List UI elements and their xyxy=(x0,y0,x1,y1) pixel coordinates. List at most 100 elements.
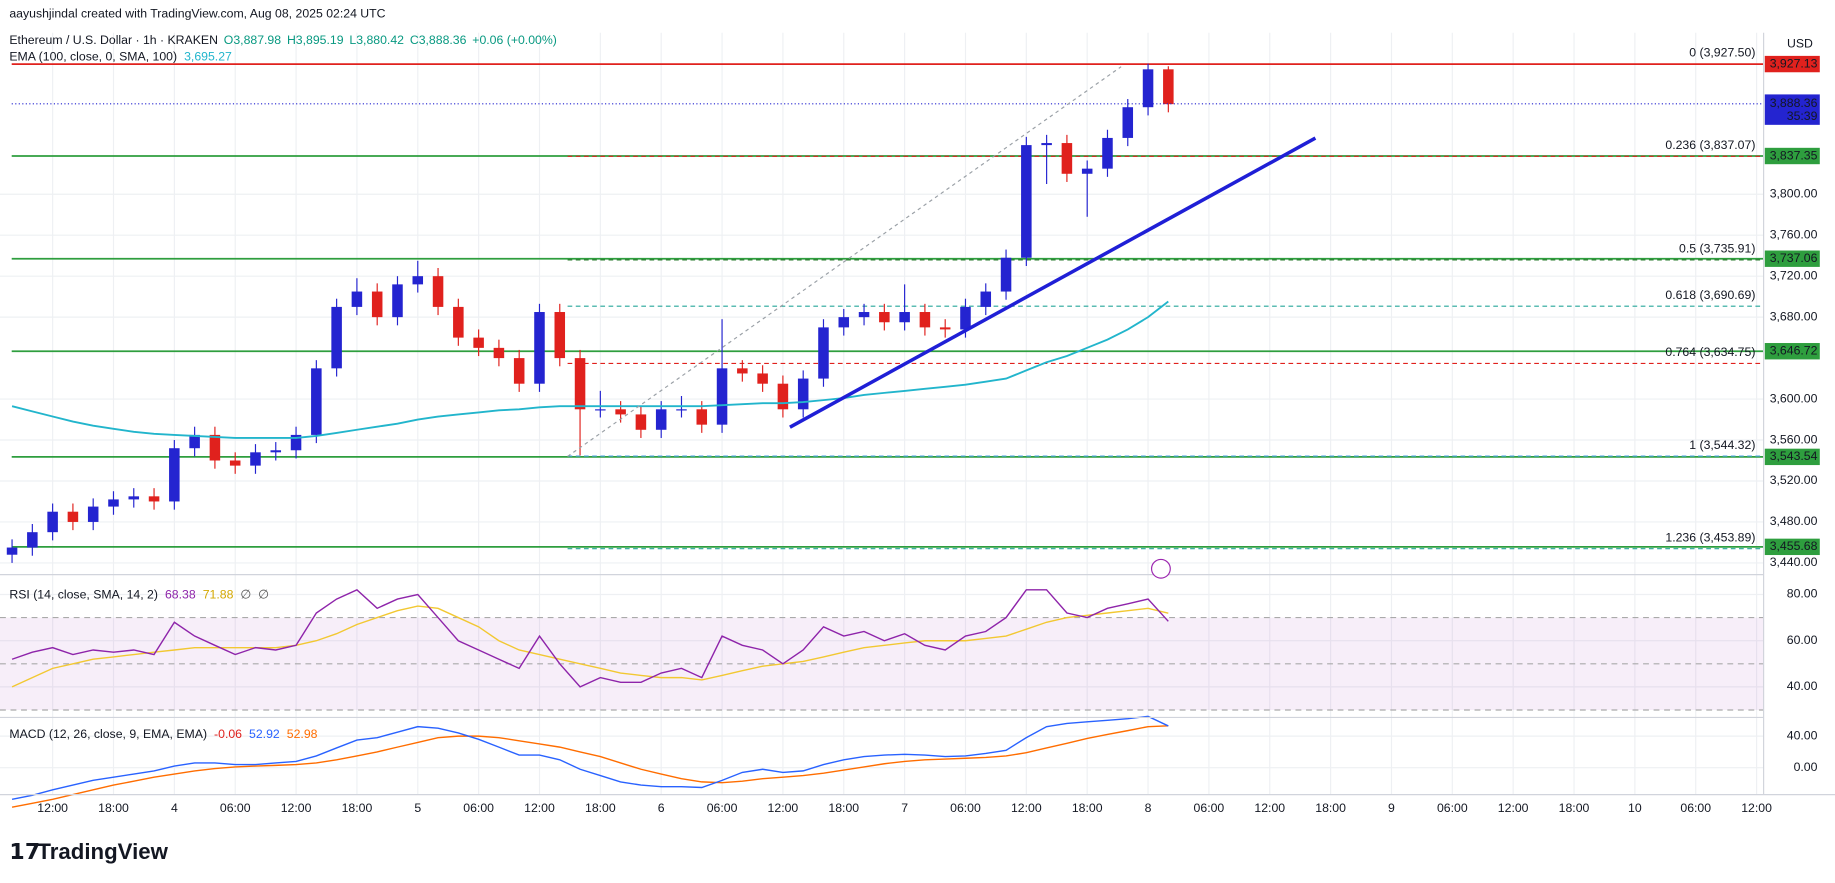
candle-body xyxy=(311,368,322,435)
candle-body xyxy=(27,532,38,548)
candle-body xyxy=(1000,257,1012,292)
rsi-value: 71.88 xyxy=(203,588,234,602)
candle-body xyxy=(716,368,728,425)
countdown: 35:39 xyxy=(1787,109,1818,123)
candle-body xyxy=(189,434,200,449)
candle-body xyxy=(960,306,971,330)
candle-body xyxy=(655,409,667,430)
level-label: 3,927.13 xyxy=(1770,56,1818,70)
candle-body xyxy=(574,358,586,410)
level-label-bg xyxy=(1764,147,1820,165)
candle-body xyxy=(169,448,180,502)
level-label: 3,837.35 xyxy=(1770,148,1818,162)
fib-label: 1 (3,544.32) xyxy=(1689,438,1755,452)
level-label-bg xyxy=(1764,343,1820,360)
rsi-label: RSI (14, close, SMA, 14, 2) xyxy=(9,588,158,602)
candle-body xyxy=(290,434,302,451)
y-tick-label: 3,520.00 xyxy=(1770,473,1818,487)
candle-body xyxy=(1102,137,1113,169)
x-tick-label: 12:00 xyxy=(768,801,799,815)
candle-body xyxy=(1122,107,1134,138)
rsi-value: 68.38 xyxy=(165,588,196,602)
candle-body xyxy=(392,284,403,318)
level-label-bg xyxy=(1764,250,1820,267)
candle-body xyxy=(797,378,809,410)
ohlc-value: H3,895.19 xyxy=(287,33,344,47)
candle-body xyxy=(615,409,626,415)
macd-line xyxy=(11,715,1169,801)
x-tick-label: 12:00 xyxy=(281,801,312,815)
x-tick-label: 5 xyxy=(414,801,421,815)
fib-label: 0.236 (3,837.07) xyxy=(1665,138,1755,152)
candle-body xyxy=(1081,168,1093,174)
fib-label: 0.764 (3,634.75) xyxy=(1665,345,1755,359)
macd-value: -0.06 xyxy=(214,727,242,741)
candle-body xyxy=(108,499,119,507)
last-price-bg xyxy=(1764,94,1820,125)
x-tick-label: 9 xyxy=(1388,801,1395,815)
fib-label: 1.236 (3,453.89) xyxy=(1665,530,1755,544)
level-label: 3,737.06 xyxy=(1770,251,1818,265)
x-tick-label: 06:00 xyxy=(1680,801,1711,815)
change: +0.06 (+0.00%) xyxy=(472,33,557,47)
x-tick-label: 18:00 xyxy=(1072,801,1103,815)
ema-line xyxy=(11,300,1169,439)
candle-body xyxy=(534,312,545,384)
candle-body xyxy=(777,383,789,410)
x-tick-label: 06:00 xyxy=(220,801,251,815)
credit: aayushjindal created with TradingView.co… xyxy=(9,6,385,20)
currency: USD xyxy=(1787,37,1813,51)
y-tick-label: 3,440.00 xyxy=(1770,555,1818,569)
ema-label: EMA (100, close, 0, SMA, 100) xyxy=(9,50,177,64)
x-tick-label: 06:00 xyxy=(1194,801,1225,815)
y-tick-label: 3,560.00 xyxy=(1770,432,1818,446)
x-tick-label: 18:00 xyxy=(1315,801,1346,815)
candle-body xyxy=(250,452,261,466)
candle-body xyxy=(270,450,282,453)
x-tick-label: 18:00 xyxy=(1559,801,1590,815)
macd-signal-line xyxy=(11,725,1169,808)
candle-body xyxy=(432,276,444,307)
x-tick-label: 10 xyxy=(1628,801,1642,815)
candle-body xyxy=(858,312,870,318)
trend-line xyxy=(789,136,1317,429)
x-tick-label: 06:00 xyxy=(950,801,981,815)
candle-body xyxy=(473,337,484,348)
rsi-line xyxy=(11,589,1169,688)
y-tick-label: 3,480.00 xyxy=(1770,514,1818,528)
ohlc-value: C3,888.36 xyxy=(410,33,467,47)
candle-body xyxy=(554,312,566,359)
macd-value: 52.92 xyxy=(249,727,280,741)
candle-body xyxy=(513,358,525,384)
legend-ema: EMA (100, close, 0, SMA, 100) 3,695.27 xyxy=(9,50,232,64)
x-tick-label: 06:00 xyxy=(1437,801,1468,815)
level-label-bg xyxy=(1764,538,1820,556)
x-tick-label: 12:00 xyxy=(1254,801,1285,815)
candle-body xyxy=(229,460,241,466)
brand-logo: 𝟭𝟳 xyxy=(9,839,40,864)
x-tick-label: 7 xyxy=(901,801,908,815)
candle-body xyxy=(676,409,687,411)
y-tick-label: 3,760.00 xyxy=(1770,227,1818,241)
rsi-value: ∅ xyxy=(240,588,251,602)
y-tick-label: 80.00 xyxy=(1787,587,1818,601)
level-label: 3,646.72 xyxy=(1770,343,1818,357)
candle-body xyxy=(1041,143,1052,146)
candle-body xyxy=(128,496,140,500)
macd-value: 52.98 xyxy=(287,727,318,741)
candle-body xyxy=(351,291,363,307)
candle-body xyxy=(371,291,383,318)
x-tick-label: 6 xyxy=(658,801,665,815)
candle-body xyxy=(148,496,160,502)
legend-rsi: RSI (14, close, SMA, 14, 2) 68.38 71.88 ∅ ∅ xyxy=(9,588,268,602)
candle-body xyxy=(87,506,99,522)
x-tick-label: 06:00 xyxy=(707,801,738,815)
fib-trend xyxy=(567,66,1122,457)
candle-body xyxy=(453,306,464,338)
rsi-value: ∅ xyxy=(258,588,269,602)
x-tick-label: 18:00 xyxy=(828,801,859,815)
candle-body xyxy=(595,409,606,411)
event-icon xyxy=(1150,558,1171,579)
